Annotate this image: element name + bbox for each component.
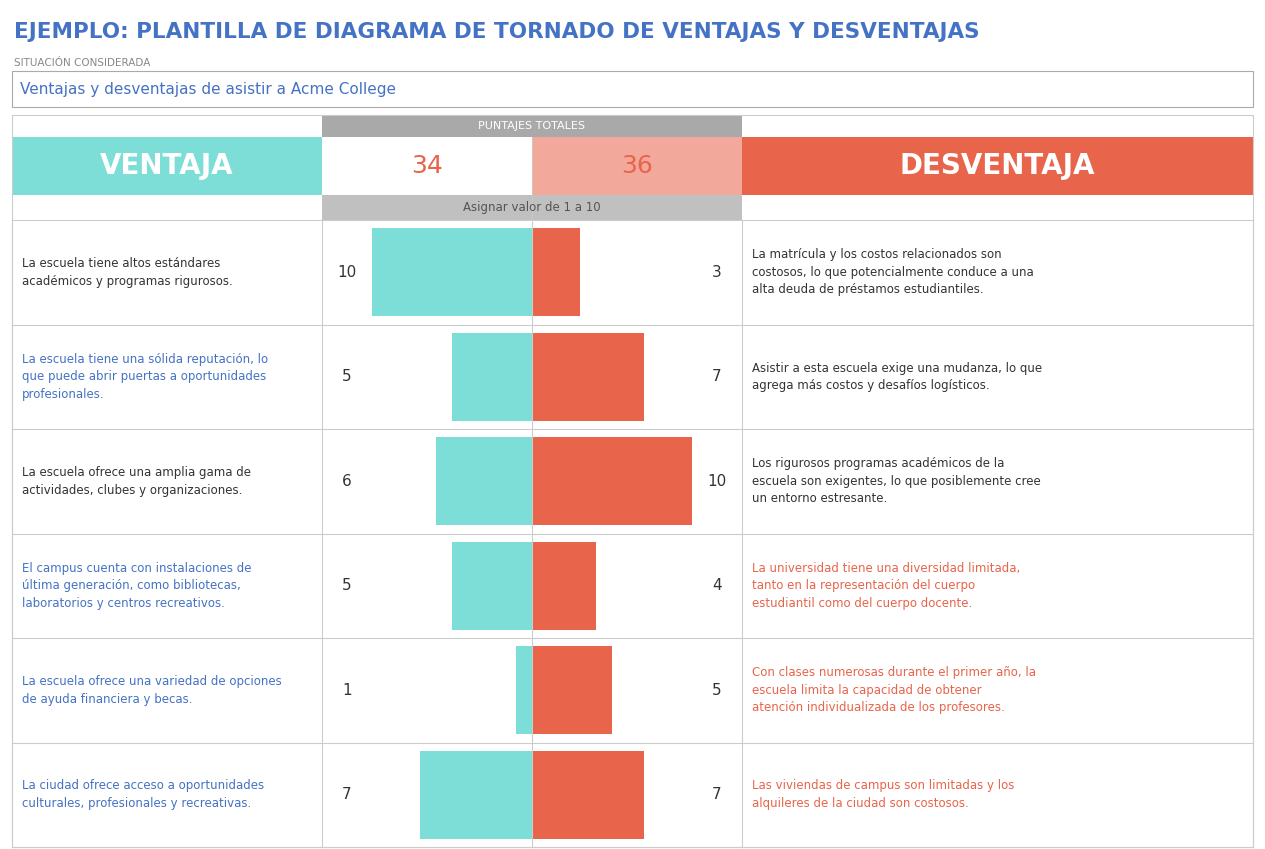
Text: La matrícula y los costos relacionados son
costosos, lo que potencialmente condu: La matrícula y los costos relacionados s… xyxy=(751,248,1034,296)
Bar xyxy=(11,71,1254,107)
Bar xyxy=(533,751,644,839)
Bar xyxy=(533,333,644,420)
Text: Las viviendas de campus son limitadas y los
alquileres de la ciudad son costosos: Las viviendas de campus son limitadas y … xyxy=(751,779,1015,810)
Bar xyxy=(533,646,612,734)
Text: PUNTAJES TOTALES: PUNTAJES TOTALES xyxy=(478,121,586,131)
Text: Con clases numerosas durante el primer año, la
escuela limita la capacidad de ob: Con clases numerosas durante el primer a… xyxy=(751,666,1036,714)
Text: Asignar valor de 1 a 10: Asignar valor de 1 a 10 xyxy=(463,201,601,214)
Text: 34: 34 xyxy=(411,154,443,178)
Bar xyxy=(323,115,743,137)
Text: 4: 4 xyxy=(712,578,722,593)
Text: 5: 5 xyxy=(343,369,352,385)
Bar xyxy=(11,533,1254,638)
Text: 5: 5 xyxy=(343,578,352,593)
Bar xyxy=(743,137,1254,195)
Bar xyxy=(11,220,1254,324)
Text: Los rigurosos programas académicos de la
escuela son exigentes, lo que posibleme: Los rigurosos programas académicos de la… xyxy=(751,458,1041,505)
Bar xyxy=(11,638,1254,743)
Bar xyxy=(452,542,533,630)
Text: 6: 6 xyxy=(342,474,352,489)
Text: El campus cuenta con instalaciones de
última generación, como bibliotecas,
labor: El campus cuenta con instalaciones de úl… xyxy=(22,562,252,610)
Bar xyxy=(11,115,1254,847)
Bar xyxy=(11,429,1254,533)
Text: VENTAJA: VENTAJA xyxy=(100,152,234,180)
Text: 36: 36 xyxy=(621,154,653,178)
Bar xyxy=(11,137,323,195)
Bar xyxy=(516,646,533,734)
Text: La ciudad ofrece acceso a oportunidades
culturales, profesionales y recreativas.: La ciudad ofrece acceso a oportunidades … xyxy=(22,779,264,810)
Bar xyxy=(452,333,533,420)
Bar xyxy=(533,137,743,195)
Text: 7: 7 xyxy=(712,787,722,802)
Bar xyxy=(11,324,1254,429)
Text: 10: 10 xyxy=(707,474,726,489)
Text: La escuela tiene altos estándares
académicos y programas rigurosos.: La escuela tiene altos estándares académ… xyxy=(22,257,233,288)
Text: 10: 10 xyxy=(338,265,357,280)
Text: 3: 3 xyxy=(712,265,722,280)
Text: 1: 1 xyxy=(343,683,352,698)
Text: EJEMPLO: PLANTILLA DE DIAGRAMA DE TORNADO DE VENTAJAS Y DESVENTAJAS: EJEMPLO: PLANTILLA DE DIAGRAMA DE TORNAD… xyxy=(14,22,979,42)
Bar xyxy=(436,437,533,526)
Text: La escuela tiene una sólida reputación, lo
que puede abrir puertas a oportunidad: La escuela tiene una sólida reputación, … xyxy=(22,352,268,401)
Text: La escuela ofrece una variedad de opciones
de ayuda financiera y becas.: La escuela ofrece una variedad de opcion… xyxy=(22,675,282,706)
Text: 5: 5 xyxy=(712,683,722,698)
Text: 7: 7 xyxy=(343,787,352,802)
Text: SITUACIÓN CONSIDERADA: SITUACIÓN CONSIDERADA xyxy=(14,58,151,68)
Bar xyxy=(533,542,596,630)
Text: La universidad tiene una diversidad limitada,
tanto en la representación del cue: La universidad tiene una diversidad limi… xyxy=(751,562,1021,610)
Bar xyxy=(372,228,533,316)
Text: Ventajas y desventajas de asistir a Acme College: Ventajas y desventajas de asistir a Acme… xyxy=(20,82,396,97)
Text: 7: 7 xyxy=(712,369,722,385)
Text: Asistir a esta escuela exige una mudanza, lo que
agrega más costos y desafíos lo: Asistir a esta escuela exige una mudanza… xyxy=(751,362,1042,392)
Bar xyxy=(323,195,743,220)
Text: La escuela ofrece una amplia gama de
actividades, clubes y organizaciones.: La escuela ofrece una amplia gama de act… xyxy=(22,466,250,497)
Bar xyxy=(420,751,533,839)
Text: DESVENTAJA: DESVENTAJA xyxy=(899,152,1095,180)
Bar xyxy=(323,137,533,195)
Bar xyxy=(11,743,1254,847)
Bar xyxy=(533,228,579,316)
Bar xyxy=(533,437,692,526)
